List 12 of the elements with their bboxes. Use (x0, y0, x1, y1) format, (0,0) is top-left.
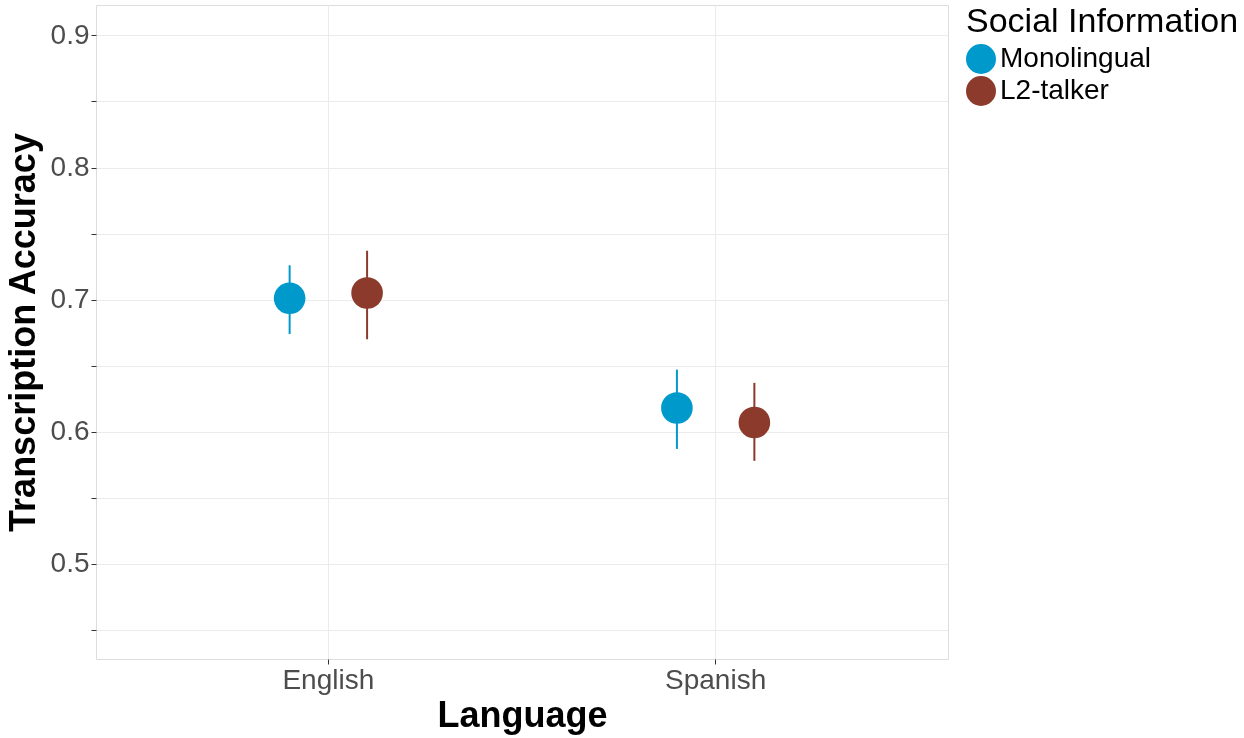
y-tick-label: 0.7 (50, 283, 90, 315)
x-tick-label: English (282, 663, 375, 695)
legend-title: Social Information (966, 1, 1239, 39)
y-tick-label: 0.5 (50, 547, 90, 579)
y-tick-label: 0.9 (50, 18, 90, 50)
legend-label: L2-talker (1000, 74, 1109, 105)
y-tick-label: 0.8 (50, 151, 90, 183)
y-tick-label: 0.6 (50, 415, 90, 447)
x-tick-label: Spanish (665, 663, 767, 695)
x-axis-title: Language (437, 693, 608, 735)
legend-label: Monolingual (1000, 42, 1151, 73)
y-axis-title: Transcription Accuracy (1, 133, 43, 532)
